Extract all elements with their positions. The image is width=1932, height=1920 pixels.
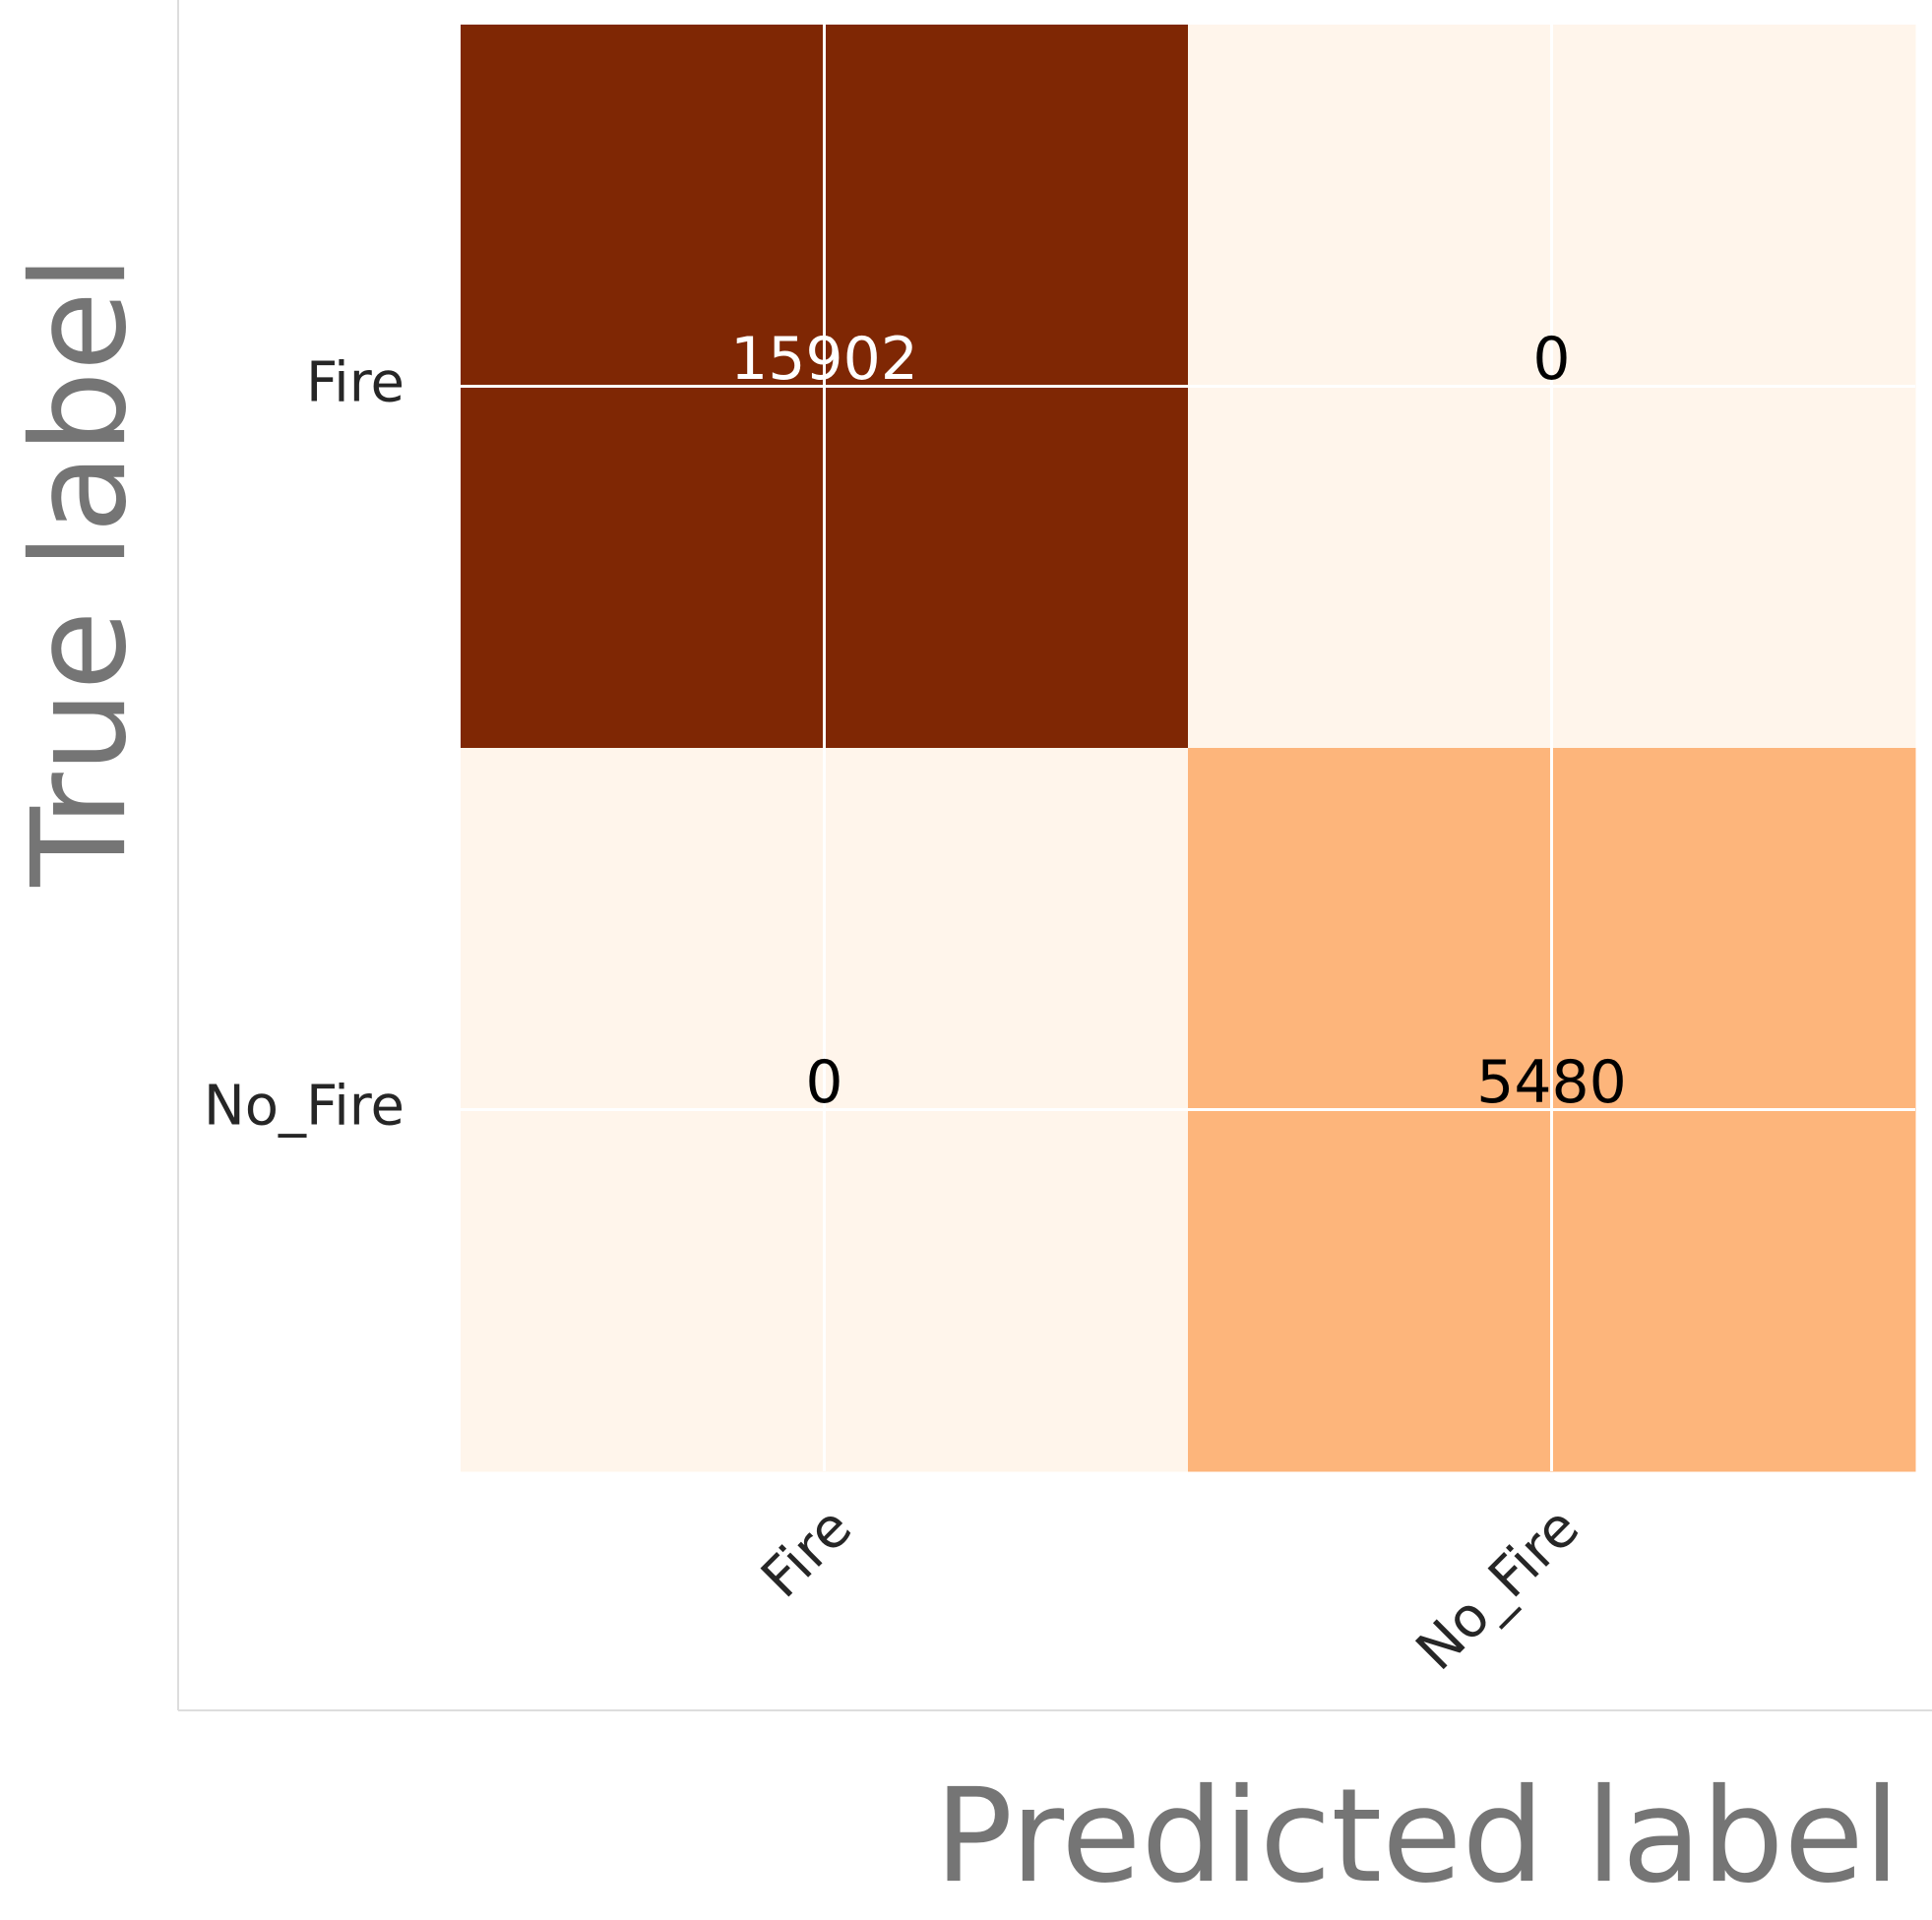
cell-label: 15902 [730, 325, 918, 394]
x-tick-label: No_Fire [1404, 1496, 1591, 1683]
y-tick-label: No_Fire [204, 1075, 405, 1139]
cell-label: 5480 [1476, 1048, 1627, 1117]
y-tick-label: Fire [306, 351, 405, 415]
cell-label: 0 [805, 1048, 842, 1117]
x-tick-label: Fire [749, 1496, 864, 1611]
x-axis-label: Predicted label [935, 1761, 1901, 1912]
y-axis-label: True label [4, 255, 156, 888]
cell-label: 0 [1532, 325, 1570, 394]
